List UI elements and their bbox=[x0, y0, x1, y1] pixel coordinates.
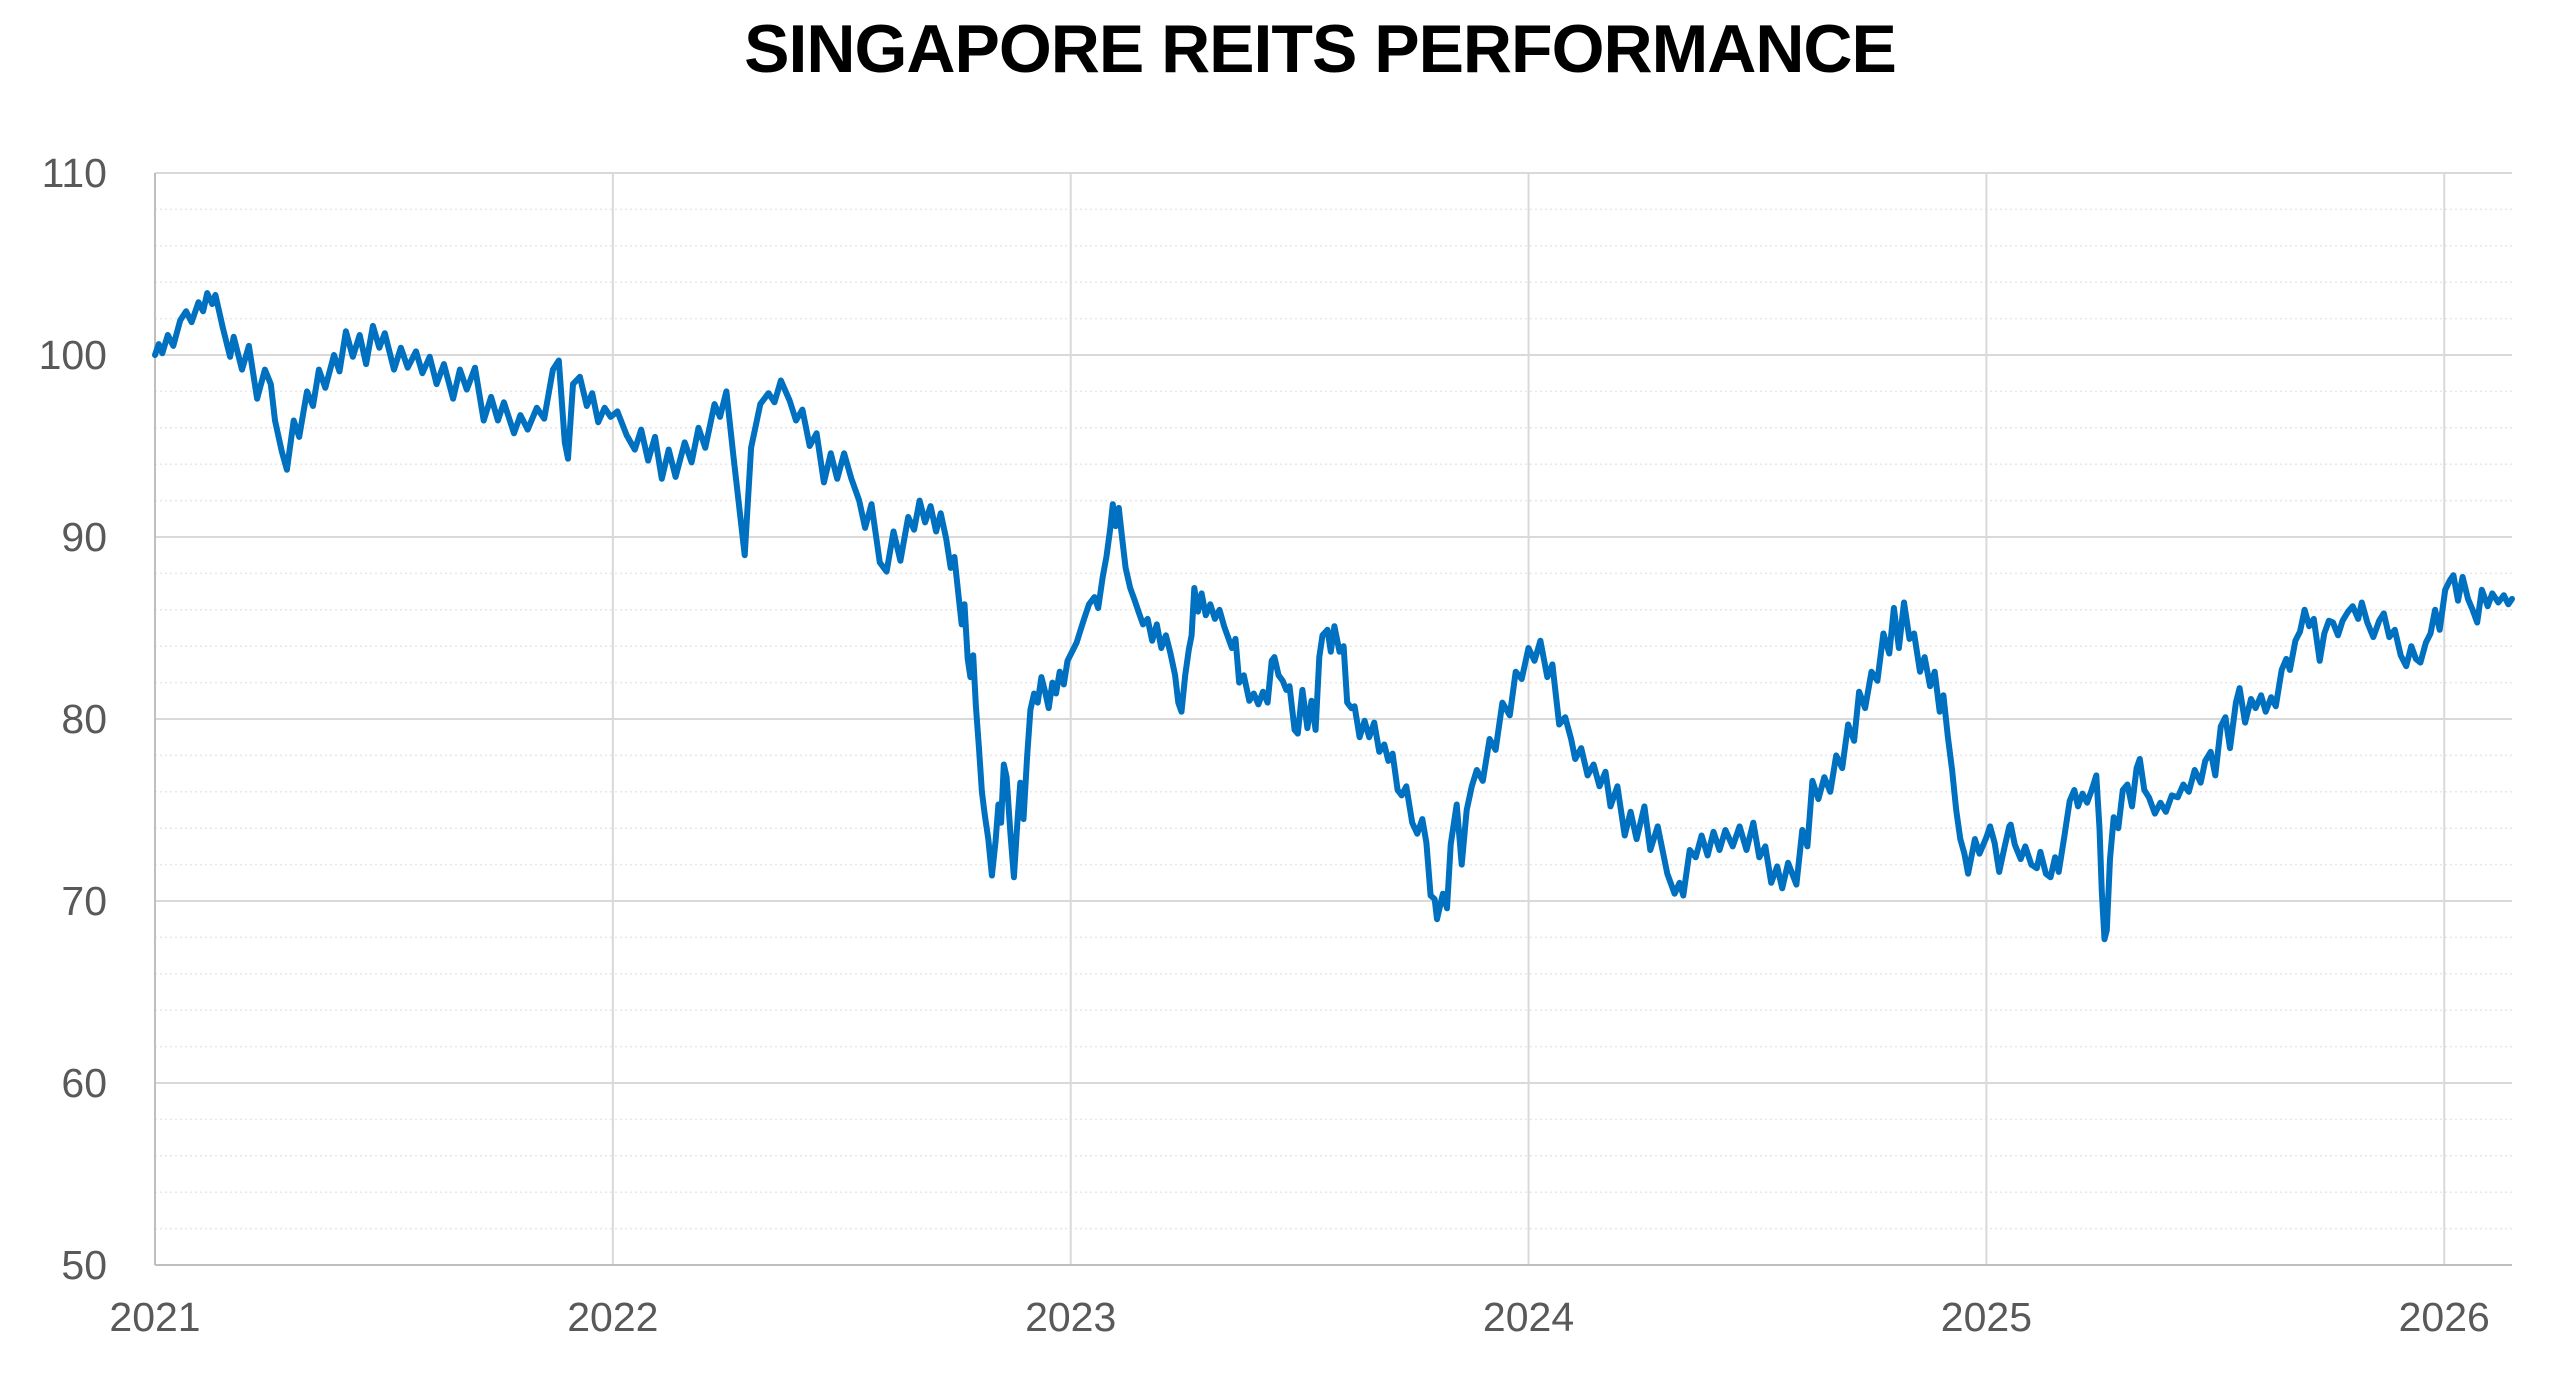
y-tick-label: 60 bbox=[61, 1060, 107, 1106]
y-tick-label: 80 bbox=[61, 696, 107, 742]
x-tick-label: 2023 bbox=[1025, 1294, 1116, 1340]
major-gridlines bbox=[155, 172, 2512, 1084]
chart-title: SINGAPORE REITS PERFORMANCE bbox=[744, 11, 1896, 87]
y-tick-label: 110 bbox=[42, 150, 107, 196]
x-tick-label: 2021 bbox=[109, 1294, 200, 1340]
year-gridlines bbox=[611, 173, 2446, 1265]
y-tick-label: 90 bbox=[61, 514, 107, 560]
x-tick-label: 2026 bbox=[2399, 1294, 2490, 1340]
y-tick-label: 50 bbox=[61, 1242, 107, 1288]
y-tick-label: 100 bbox=[39, 332, 107, 378]
x-tick-label: 2022 bbox=[567, 1294, 658, 1340]
y-axis-tick-labels: 50 60 70 80 90 100 110 bbox=[39, 150, 107, 1288]
x-tick-label: 2024 bbox=[1483, 1294, 1574, 1340]
x-axis-tick-labels: 2021 2022 2023 2024 2025 2026 bbox=[109, 1294, 2489, 1340]
x-tick-label: 2025 bbox=[1941, 1294, 2032, 1340]
performance-line bbox=[152, 290, 2515, 943]
y-tick-label: 70 bbox=[61, 878, 107, 924]
